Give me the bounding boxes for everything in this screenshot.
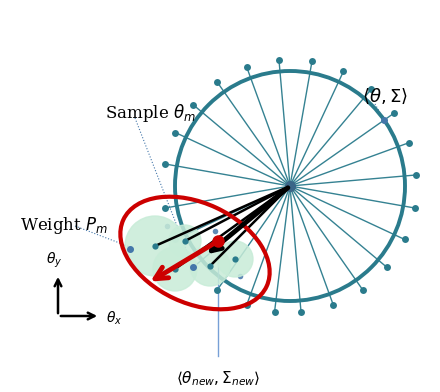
Text: $\theta_x$: $\theta_x$ xyxy=(106,309,122,327)
Circle shape xyxy=(153,247,197,291)
Circle shape xyxy=(125,216,185,276)
Text: $\theta_y$: $\theta_y$ xyxy=(46,251,62,270)
Circle shape xyxy=(169,225,201,257)
Circle shape xyxy=(190,246,230,286)
Text: Weight $P_m$: Weight $P_m$ xyxy=(20,216,108,236)
Text: $\langle\theta_{new}, \Sigma_{new}\rangle$: $\langle\theta_{new}, \Sigma_{new}\rangl… xyxy=(176,369,260,388)
Text: $\langle\theta, \Sigma\rangle$: $\langle\theta, \Sigma\rangle$ xyxy=(362,87,408,105)
Text: Sample $\theta_m$: Sample $\theta_m$ xyxy=(105,102,196,124)
Circle shape xyxy=(217,241,253,277)
